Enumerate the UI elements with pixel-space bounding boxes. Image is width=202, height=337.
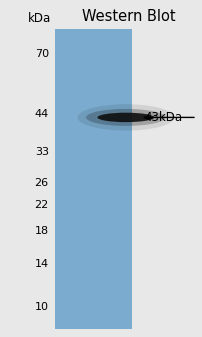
Text: 22: 22	[34, 200, 48, 210]
Text: 14: 14	[34, 258, 48, 269]
Text: Western Blot: Western Blot	[82, 9, 175, 25]
Bar	[55, 29, 131, 329]
Text: 18: 18	[34, 226, 48, 236]
Text: 44: 44	[34, 110, 48, 119]
Text: 10: 10	[35, 302, 48, 312]
Ellipse shape	[97, 113, 154, 122]
Text: 33: 33	[35, 147, 48, 157]
Text: 70: 70	[34, 49, 48, 59]
Ellipse shape	[86, 109, 165, 126]
Text: kDa: kDa	[27, 11, 50, 25]
Ellipse shape	[77, 104, 173, 131]
Text: 43kDa: 43kDa	[143, 111, 181, 124]
Text: 26: 26	[34, 178, 48, 188]
